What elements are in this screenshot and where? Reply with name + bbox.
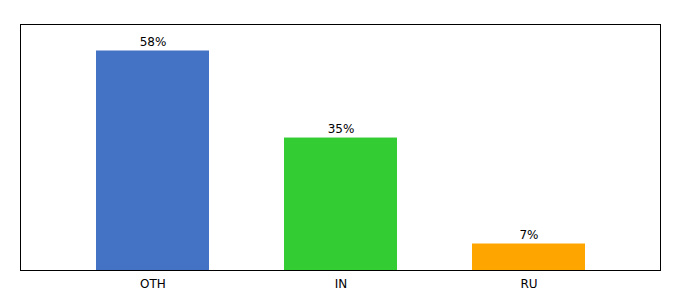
- svg-text:OTH: OTH: [140, 277, 166, 291]
- svg-text:RU: RU: [520, 277, 537, 291]
- svg-text:7%: 7%: [519, 228, 538, 242]
- svg-text:IN: IN: [335, 277, 348, 291]
- svg-text:35%: 35%: [328, 122, 355, 136]
- svg-text:58%: 58%: [140, 35, 167, 49]
